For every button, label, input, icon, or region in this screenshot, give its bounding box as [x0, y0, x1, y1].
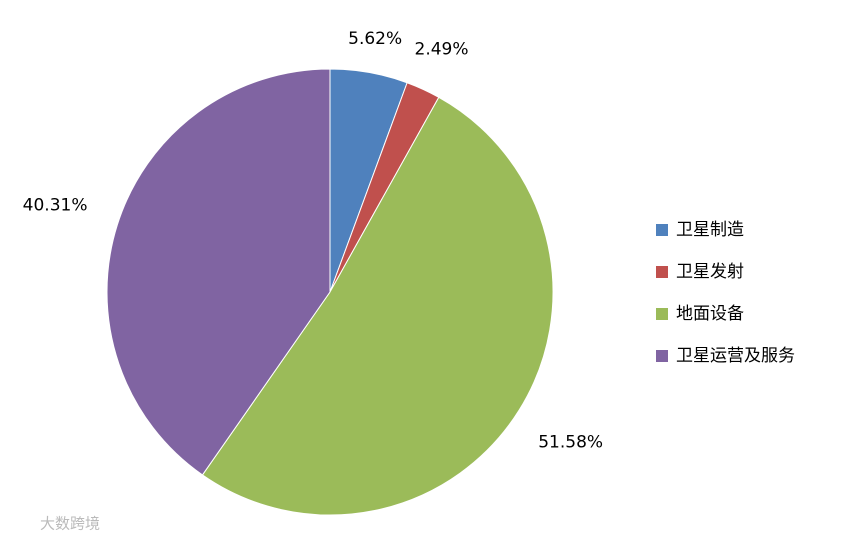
data-label: 51.58% — [538, 433, 603, 453]
watermark: 大数跨境 — [40, 515, 100, 533]
legend-label: 卫星制造 — [676, 220, 744, 240]
legend-label: 卫星运营及服务 — [676, 346, 795, 366]
legend-label: 地面设备 — [676, 304, 744, 324]
pie-slice — [106, 68, 331, 476]
data-label: 2.49% — [415, 40, 469, 60]
data-label: 40.31% — [23, 196, 88, 216]
legend-swatch — [656, 266, 668, 278]
legend-swatch — [656, 308, 668, 320]
data-label: 5.62% — [348, 29, 402, 49]
legend-swatch — [656, 224, 668, 236]
legend-label: 卫星发射 — [676, 262, 744, 282]
pie-slice — [201, 96, 554, 516]
legend-swatch — [656, 350, 668, 362]
